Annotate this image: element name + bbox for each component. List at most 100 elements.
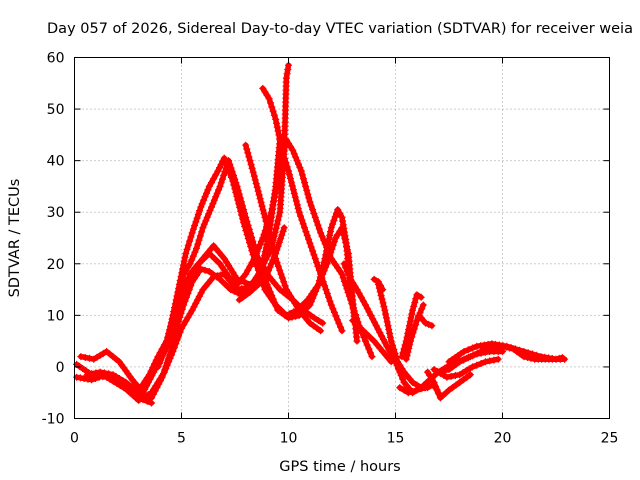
data-point (88, 376, 96, 384)
data-point (242, 279, 250, 287)
data-point (244, 235, 252, 243)
data-point (345, 271, 353, 279)
data-point (322, 263, 330, 271)
data-point (410, 302, 418, 310)
data-point (170, 325, 178, 333)
data-point (370, 275, 378, 283)
data-point (333, 316, 341, 324)
data-point (329, 220, 337, 228)
data-point (201, 193, 209, 201)
data-point (292, 197, 300, 205)
data-point (275, 171, 283, 179)
data-point (253, 183, 261, 191)
data-point (209, 200, 217, 208)
data-point (342, 264, 350, 272)
data-point (473, 361, 481, 369)
data-point (179, 287, 187, 295)
data-point (274, 175, 282, 182)
data-point (178, 269, 186, 277)
data-point (495, 341, 503, 349)
data-point (413, 291, 421, 299)
data-point (286, 171, 293, 179)
data-point (179, 261, 187, 269)
data-point (234, 289, 242, 297)
series-arc-t (424, 368, 474, 402)
data-point (272, 186, 280, 194)
data-point (237, 285, 245, 293)
data-point (253, 248, 261, 256)
data-point (270, 111, 278, 119)
data-point (279, 151, 287, 158)
data-point (158, 353, 166, 361)
data-point (409, 306, 417, 314)
data-point (389, 341, 396, 349)
y-tick-label: 40 (47, 154, 65, 170)
data-point (276, 266, 284, 274)
data-point (396, 384, 404, 392)
data-point (335, 320, 343, 327)
data-point (408, 333, 416, 341)
data-point (183, 277, 191, 285)
data-point (281, 282, 289, 290)
data-point (239, 293, 247, 301)
data-point (280, 278, 288, 286)
data-point (154, 363, 162, 371)
data-point (168, 329, 176, 337)
data-point (274, 127, 282, 135)
data-point (160, 348, 168, 355)
data-point (336, 210, 344, 217)
data-point (561, 355, 569, 363)
data-point (379, 299, 387, 307)
data-point (342, 238, 350, 246)
data-point (215, 186, 223, 194)
data-point (262, 217, 270, 225)
data-point (197, 265, 205, 273)
data-point (548, 355, 556, 362)
data-point (287, 178, 295, 186)
data-point (469, 352, 476, 360)
data-point (269, 256, 277, 264)
data-point (339, 274, 347, 282)
data-point (275, 212, 283, 220)
x-tick-label: 5 (177, 431, 186, 447)
data-point (185, 286, 193, 294)
data-point (157, 377, 164, 385)
data-point (353, 286, 361, 294)
data-point (445, 386, 453, 394)
data-point (278, 231, 286, 239)
data-point (278, 274, 286, 282)
data-point (163, 340, 171, 348)
data-point (212, 171, 220, 179)
data-point (239, 215, 247, 223)
data-point (447, 372, 455, 380)
data-point (266, 212, 274, 220)
data-point (182, 280, 190, 288)
data-point (374, 280, 382, 288)
data-point (426, 382, 434, 390)
data-point (428, 322, 436, 330)
data-point (281, 155, 289, 163)
data-point (242, 291, 250, 299)
data-point (189, 225, 197, 233)
data-point (246, 157, 254, 165)
data-point (244, 149, 252, 157)
data-point (165, 336, 173, 344)
data-point (175, 280, 183, 288)
data-point (460, 355, 468, 363)
data-point (349, 303, 357, 311)
data-point (419, 301, 427, 309)
data-point (295, 208, 303, 216)
data-point (171, 322, 179, 330)
data-point (481, 348, 489, 356)
data-point (216, 182, 224, 190)
data-point (265, 228, 273, 236)
data-point (274, 262, 282, 270)
data-point (147, 367, 155, 375)
data-point (432, 382, 440, 390)
data-point (362, 337, 369, 345)
data-point (344, 246, 351, 254)
data-point (309, 247, 317, 255)
data-point (340, 231, 348, 239)
data-point (339, 227, 347, 235)
data-point (208, 203, 215, 211)
